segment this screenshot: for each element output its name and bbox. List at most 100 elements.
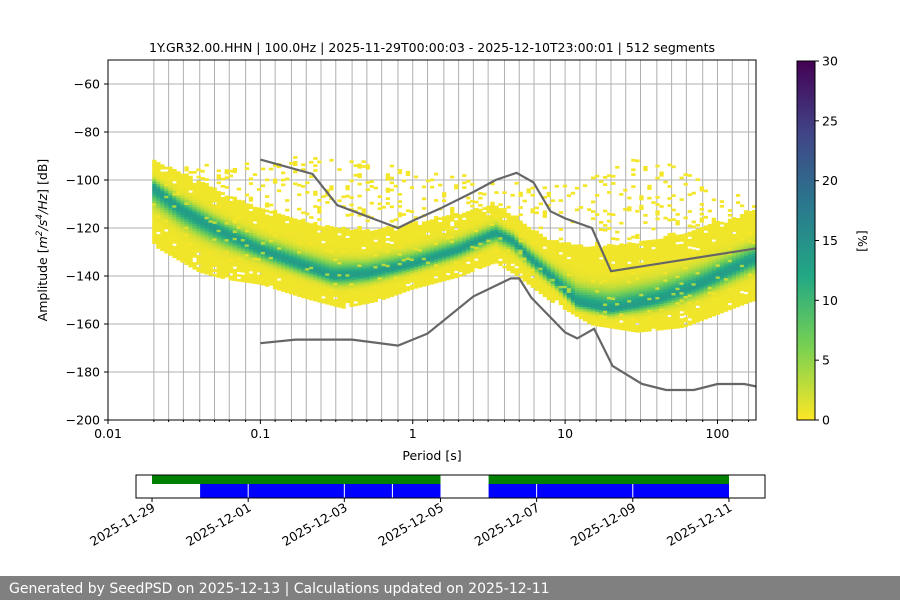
density-cell xyxy=(313,244,317,247)
density-cell xyxy=(305,270,309,273)
density-cell xyxy=(623,290,627,293)
density-cell xyxy=(615,322,619,325)
density-cell xyxy=(422,265,426,268)
density-cell xyxy=(639,318,643,321)
density-cell xyxy=(229,227,233,230)
density-cell xyxy=(599,293,603,296)
density-cell xyxy=(233,245,237,248)
density-cell xyxy=(430,251,434,254)
density-cell xyxy=(418,232,422,235)
density-cell xyxy=(490,204,494,207)
density-cell xyxy=(700,280,704,283)
density-cell xyxy=(623,309,627,312)
density-cell xyxy=(655,254,659,257)
density-cell xyxy=(607,277,611,280)
density-cell xyxy=(241,275,245,278)
density-cell xyxy=(494,230,498,233)
density-cell xyxy=(313,294,317,297)
density-cell xyxy=(502,254,506,257)
density-cell xyxy=(651,316,655,319)
density-cell xyxy=(221,233,225,236)
density-cell xyxy=(446,246,450,249)
density-cell xyxy=(329,279,333,282)
density-cell xyxy=(269,247,273,250)
density-cell xyxy=(245,203,249,206)
density-cell xyxy=(269,249,273,252)
density-cell xyxy=(527,234,531,237)
density-cell xyxy=(543,268,547,271)
density-cell xyxy=(152,210,156,213)
density-cell xyxy=(289,222,293,225)
density-cell xyxy=(362,235,366,238)
density-cell xyxy=(684,320,688,323)
density-cell xyxy=(269,235,273,238)
density-cell xyxy=(249,264,253,267)
density-cell xyxy=(253,238,257,241)
density-cell xyxy=(627,237,631,240)
density-cell xyxy=(559,245,563,248)
density-cell xyxy=(370,180,374,183)
density-cell xyxy=(639,274,643,277)
density-cell xyxy=(643,310,647,313)
density-cell xyxy=(631,308,635,311)
density-cell xyxy=(265,246,269,249)
density-cell xyxy=(241,251,245,254)
density-cell xyxy=(285,245,289,248)
density-cell xyxy=(378,287,382,290)
density-cell xyxy=(728,214,732,217)
density-cell xyxy=(374,290,378,293)
density-cell xyxy=(152,229,156,232)
density-cell xyxy=(651,256,655,259)
density-cell xyxy=(607,244,611,247)
density-cell xyxy=(454,237,458,240)
density-cell xyxy=(615,166,619,169)
density-cell xyxy=(321,282,325,285)
density-cell xyxy=(623,311,627,314)
density-cell xyxy=(221,264,225,267)
density-cell xyxy=(692,192,696,195)
density-cell xyxy=(651,300,655,303)
density-cell xyxy=(184,238,188,241)
density-cell xyxy=(514,273,518,276)
density-cell xyxy=(627,309,631,312)
density-cell xyxy=(667,238,671,241)
density-cell xyxy=(519,269,523,272)
density-cell xyxy=(321,260,325,263)
density-cell xyxy=(249,242,253,245)
density-cell xyxy=(265,258,269,261)
density-cell xyxy=(519,206,523,209)
density-cell xyxy=(172,219,176,222)
density-cell xyxy=(643,303,647,306)
density-cell xyxy=(237,269,241,272)
density-cell xyxy=(716,228,720,231)
density-cell xyxy=(623,261,627,264)
density-cell xyxy=(474,220,478,223)
density-cell xyxy=(261,244,265,247)
density-cell xyxy=(639,289,643,292)
density-cell xyxy=(434,235,438,238)
density-cell xyxy=(595,254,599,257)
density-cell xyxy=(635,287,639,290)
density-cell xyxy=(474,234,478,237)
density-cell xyxy=(329,286,333,289)
density-cell xyxy=(696,260,700,263)
density-cell xyxy=(321,286,325,289)
density-cell xyxy=(712,230,716,233)
density-cell xyxy=(514,264,518,267)
density-cell xyxy=(680,256,684,259)
density-cell xyxy=(297,285,301,288)
density-cell xyxy=(615,257,619,260)
density-cell xyxy=(442,279,446,282)
density-cell xyxy=(406,255,410,258)
density-cell xyxy=(221,214,225,217)
density-cell xyxy=(708,313,712,316)
density-cell xyxy=(442,219,446,222)
density-cell xyxy=(643,284,647,287)
density-cell xyxy=(611,259,615,262)
density-cell xyxy=(434,274,438,277)
density-cell xyxy=(659,270,663,273)
density-cell xyxy=(241,212,245,215)
density-cell xyxy=(225,210,229,213)
density-cell xyxy=(184,229,188,232)
density-cell xyxy=(301,264,305,267)
